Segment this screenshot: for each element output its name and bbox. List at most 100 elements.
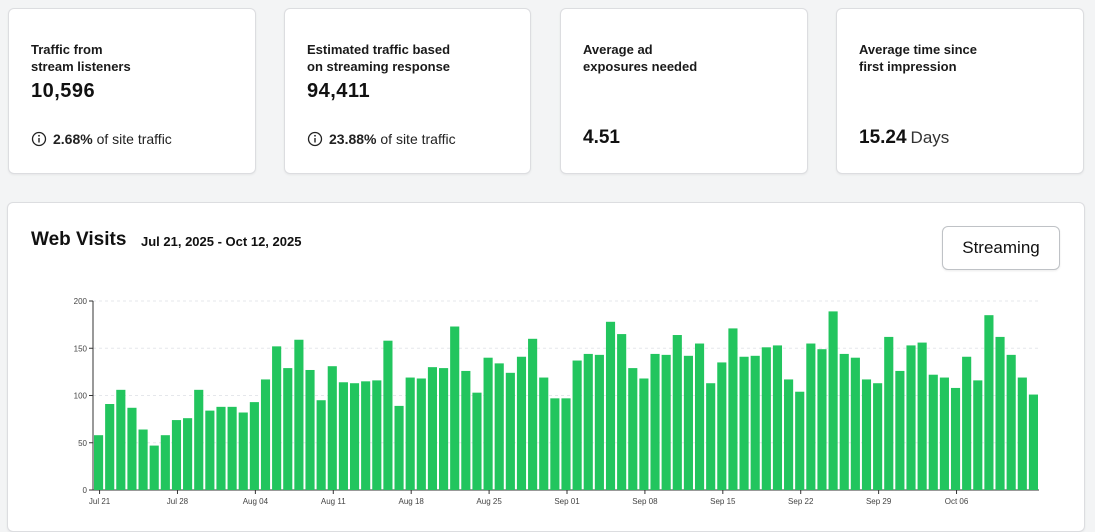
bar (739, 356, 749, 490)
bar (305, 369, 315, 490)
bar (873, 383, 883, 490)
bar (884, 336, 894, 490)
kpi-value: 4.51 (583, 127, 620, 148)
x-tick-label: Sep 29 (866, 497, 892, 506)
kpi-unit: Days (910, 128, 950, 147)
bar (450, 326, 460, 490)
web-visits-panel: Web Visits Jul 21, 2025 - Oct 12, 2025 S… (7, 202, 1085, 532)
info-icon[interactable] (307, 131, 323, 147)
bar (160, 435, 170, 490)
bar (572, 360, 582, 490)
bar (316, 400, 326, 490)
kpi-suffix: of site traffic (376, 131, 456, 147)
date-range: Jul 21, 2025 - Oct 12, 2025 (141, 234, 302, 249)
y-tick-label: 100 (74, 392, 88, 401)
bar (628, 368, 638, 490)
bar (472, 392, 482, 490)
bar (127, 407, 137, 490)
bar (772, 345, 783, 490)
bar (728, 328, 738, 490)
bar (995, 336, 1005, 490)
bar (850, 357, 860, 490)
bar (149, 445, 159, 490)
kpi-suffix: of site traffic (92, 131, 172, 147)
bar (839, 353, 849, 490)
streaming-toggle-button[interactable]: Streaming (942, 226, 1060, 270)
bar (183, 418, 193, 490)
kpi-label: Traffic from stream listeners (31, 42, 131, 74)
bar (962, 356, 972, 490)
x-tick-label: Sep 22 (788, 497, 814, 506)
bar (505, 372, 515, 490)
bar (583, 353, 593, 490)
bar (439, 368, 449, 490)
kpi-percent: 23.88% (329, 131, 377, 147)
bar (394, 405, 404, 490)
bar (605, 321, 616, 490)
kpi-value-group: 15.24 Days (859, 127, 949, 149)
bar (427, 367, 438, 490)
bar (516, 356, 527, 490)
bar (1017, 377, 1027, 490)
bar (349, 383, 360, 490)
x-tick-label: Aug 18 (399, 497, 425, 506)
bar (338, 382, 348, 490)
bar (294, 339, 304, 490)
x-tick-label: Oct 06 (945, 497, 969, 506)
bar (717, 362, 727, 490)
bar (283, 368, 293, 490)
bar (383, 340, 393, 490)
bar (494, 363, 504, 490)
x-tick-label: Aug 04 (243, 497, 269, 506)
bar (639, 378, 649, 490)
bar (171, 420, 182, 490)
bar (806, 343, 816, 490)
bar (784, 379, 794, 490)
bar (94, 435, 104, 490)
bar (561, 398, 571, 490)
kpi-label: Estimated traffic based on streaming res… (307, 42, 451, 74)
x-tick-label: Sep 01 (554, 497, 580, 506)
bar (750, 355, 760, 490)
bar (973, 380, 983, 490)
bar (539, 377, 549, 490)
info-icon[interactable] (31, 131, 47, 147)
web-visits-chart: 0 50 100 150 200 Jul 21 Jul 28 Aug 04 Aug 11 Aug … (74, 297, 1039, 506)
bar (906, 345, 916, 490)
kpi-card-ad-exposures: Average ad exposures needed 4.51 (560, 8, 808, 174)
bar (205, 410, 215, 490)
bar (483, 357, 493, 490)
bar (138, 429, 148, 490)
bar (216, 406, 226, 490)
bar (661, 354, 671, 490)
bar (594, 354, 604, 490)
kpi-value: 15.24 (859, 127, 907, 148)
bar (984, 315, 994, 490)
bar (706, 383, 716, 490)
bar (238, 412, 248, 490)
bar (249, 402, 259, 490)
panel-title: Web Visits (31, 229, 127, 250)
bar (361, 381, 371, 490)
bar (817, 349, 827, 490)
x-tick-label: Aug 25 (476, 497, 502, 506)
bar (194, 389, 204, 490)
bar (672, 335, 682, 490)
bar (650, 353, 660, 490)
bar (550, 398, 560, 490)
bar (372, 380, 382, 490)
kpi-value: 94,411 (307, 80, 371, 102)
bar (327, 366, 337, 490)
kpi-card-estimated-traffic: Estimated traffic based on streaming res… (284, 8, 531, 174)
x-tick-label: Jul 28 (167, 497, 189, 506)
bar (272, 346, 282, 490)
kpi-label: Average time since first impression (859, 42, 978, 74)
x-tick-label: Sep 15 (710, 497, 736, 506)
bar (861, 379, 872, 490)
kpi-card-time-since-impression: Average time since first impression 15.2… (836, 8, 1084, 174)
bar (939, 377, 949, 490)
x-tick-label: Sep 08 (632, 497, 658, 506)
bar (795, 391, 805, 490)
bar (116, 389, 126, 490)
bar (828, 311, 838, 490)
